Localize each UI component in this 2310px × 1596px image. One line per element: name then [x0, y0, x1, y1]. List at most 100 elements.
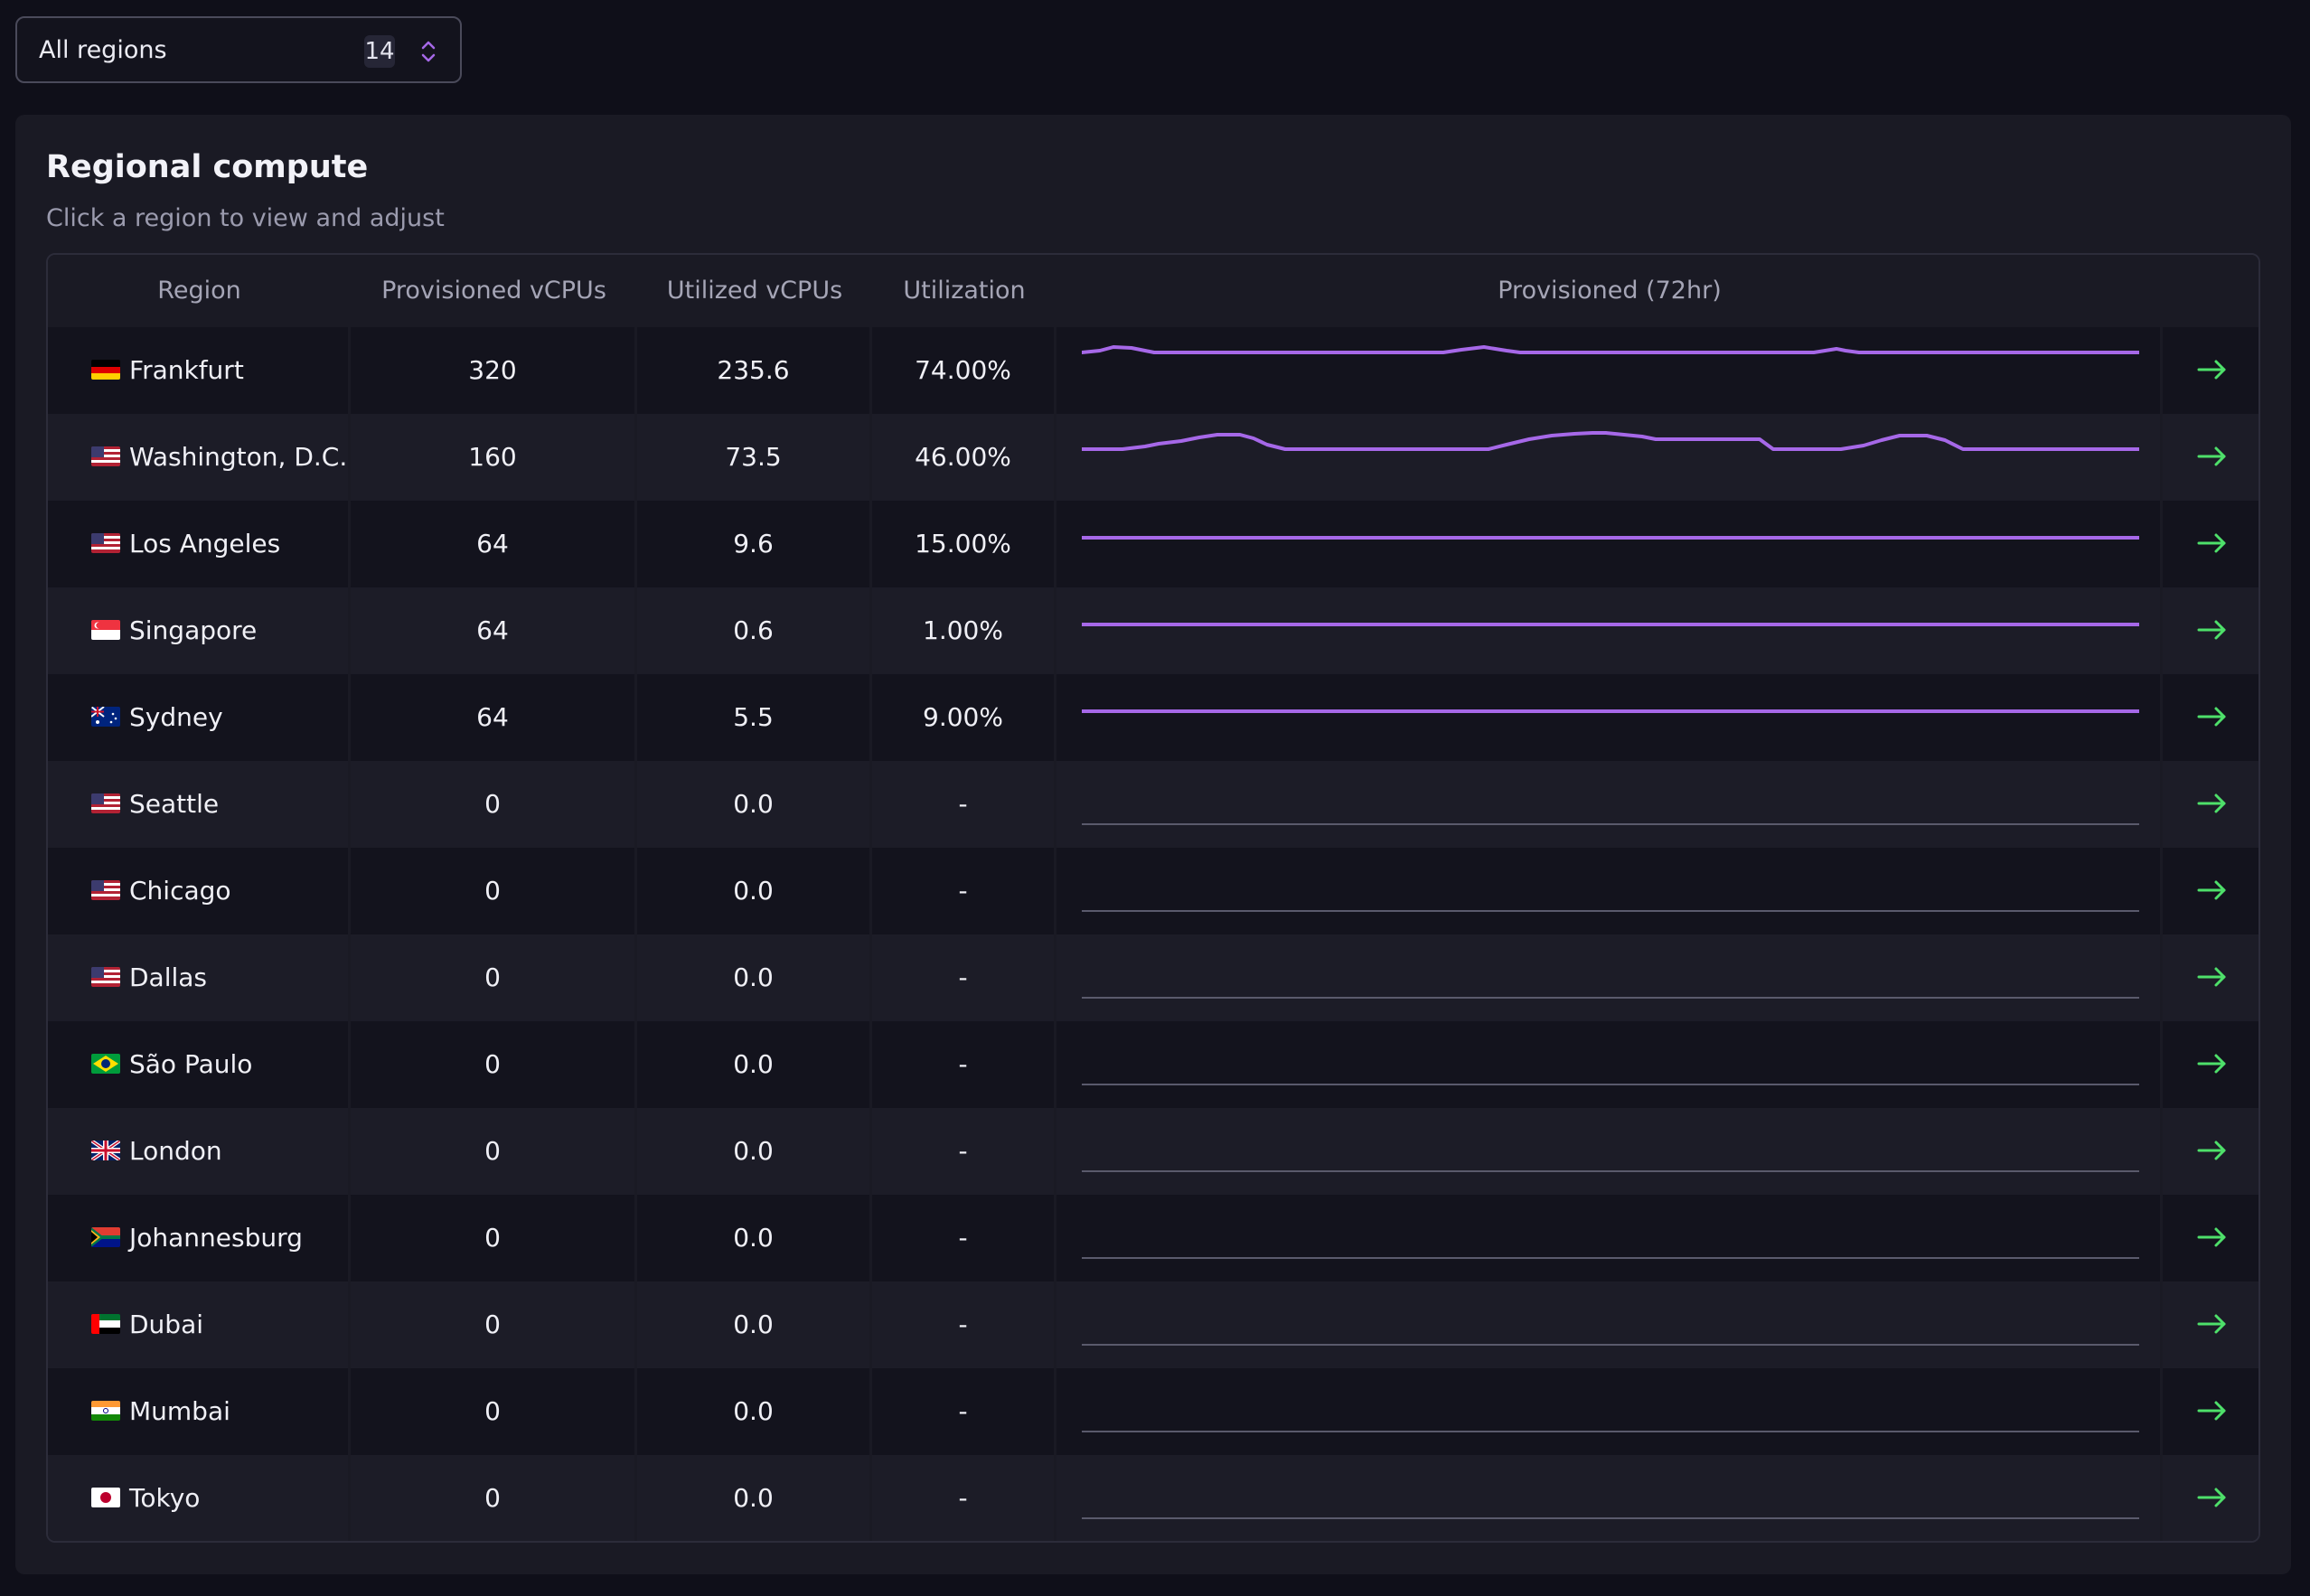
open-region-button[interactable] — [2163, 761, 2258, 848]
provisioned-vcpus: 0 — [351, 1281, 637, 1368]
region-cell: Dallas — [48, 934, 351, 1021]
open-region-button[interactable] — [2163, 934, 2258, 1021]
provisioned-vcpus: 320 — [351, 327, 637, 414]
region-cell: Chicago — [48, 848, 351, 934]
open-region-button[interactable] — [2163, 1281, 2258, 1368]
table-row[interactable]: Tokyo 0 0.0- — [48, 1455, 2258, 1541]
utilized-vcpus: 0.0 — [637, 934, 872, 1021]
arrow-right-icon[interactable] — [2197, 1050, 2228, 1077]
region-cell: London — [48, 1108, 351, 1195]
table-row[interactable]: Chicago 0 0.0- — [48, 848, 2258, 934]
arrow-right-icon[interactable] — [2197, 1397, 2228, 1424]
region-filter-select[interactable]: All regions 14 — [15, 16, 462, 83]
flag-in-icon — [91, 1401, 120, 1421]
flag-jp-icon — [91, 1488, 120, 1507]
open-region-button[interactable] — [2163, 1455, 2258, 1541]
open-region-button[interactable] — [2163, 501, 2258, 587]
flag-us-icon — [91, 967, 120, 987]
utilization-percent: 46.00% — [872, 414, 1056, 501]
utilized-vcpus: 0.0 — [637, 1281, 872, 1368]
header-provisioned: Provisioned vCPUs — [381, 277, 606, 305]
provisioned-sparkline — [1056, 587, 2163, 674]
provisioned-vcpus: 64 — [351, 587, 637, 674]
provisioned-vcpus: 0 — [351, 761, 637, 848]
region-name: São Paulo — [129, 1049, 253, 1079]
utilization-percent: - — [872, 1455, 1056, 1541]
sparkline-path — [1082, 345, 2139, 354]
flag-us-icon — [91, 880, 120, 900]
arrow-right-icon[interactable] — [2197, 1137, 2228, 1164]
open-region-button[interactable] — [2163, 1108, 2258, 1195]
provisioned-sparkline — [1056, 501, 2163, 587]
flag-ae-icon — [91, 1314, 120, 1334]
region-cell: São Paulo — [48, 1021, 351, 1108]
open-region-button[interactable] — [2163, 587, 2258, 674]
utilized-vcpus: 9.6 — [637, 501, 872, 587]
provisioned-sparkline — [1056, 1021, 2163, 1108]
arrow-right-icon[interactable] — [2197, 963, 2228, 990]
table-row[interactable]: Mumbai 0 0.0- — [48, 1368, 2258, 1455]
arrow-right-icon[interactable] — [2197, 1224, 2228, 1251]
region-cell: Seattle — [48, 761, 351, 848]
open-region-button[interactable] — [2163, 327, 2258, 414]
region-name: Washington, D.C. — [129, 442, 348, 472]
provisioned-vcpus: 0 — [351, 1108, 637, 1195]
utilization-percent: - — [872, 934, 1056, 1021]
table-row[interactable]: Singapore 64 0.6 1.00% — [48, 587, 2258, 674]
flag-us-icon — [91, 533, 120, 553]
open-region-button[interactable] — [2163, 674, 2258, 761]
utilized-vcpus: 0.0 — [637, 1195, 872, 1281]
arrow-right-icon[interactable] — [2197, 703, 2228, 730]
open-region-button[interactable] — [2163, 1368, 2258, 1455]
table-row[interactable]: São Paulo 0 0.0- — [48, 1021, 2258, 1108]
arrow-right-icon[interactable] — [2197, 790, 2228, 817]
region-name: Tokyo — [129, 1483, 201, 1513]
table-row[interactable]: Seattle 0 0.0- — [48, 761, 2258, 848]
region-cell: Los Angeles — [48, 501, 351, 587]
region-cell: Sydney — [48, 674, 351, 761]
table-row[interactable]: Los Angeles 64 9.6 15.00% — [48, 501, 2258, 587]
flag-sg-icon — [91, 620, 120, 640]
open-region-button[interactable] — [2163, 1195, 2258, 1281]
region-count-badge: 14 — [364, 35, 395, 68]
provisioned-vcpus: 0 — [351, 1021, 637, 1108]
utilization-percent: 1.00% — [872, 587, 1056, 674]
flag-br-icon — [91, 1054, 120, 1074]
table-row[interactable]: Washington, D.C. 160 73.5 46.00% — [48, 414, 2258, 501]
utilization-percent: - — [872, 761, 1056, 848]
open-region-button[interactable] — [2163, 414, 2258, 501]
region-cell: Washington, D.C. — [48, 414, 351, 501]
provisioned-vcpus: 64 — [351, 674, 637, 761]
flag-za-icon — [91, 1227, 120, 1247]
region-cell: Frankfurt — [48, 327, 351, 414]
provisioned-sparkline — [1056, 327, 2163, 414]
utilized-vcpus: 5.5 — [637, 674, 872, 761]
utilized-vcpus: 0.0 — [637, 848, 872, 934]
provisioned-vcpus: 160 — [351, 414, 637, 501]
utilized-vcpus: 73.5 — [637, 414, 872, 501]
open-region-button[interactable] — [2163, 848, 2258, 934]
table-row[interactable]: Dallas 0 0.0- — [48, 934, 2258, 1021]
arrow-right-icon[interactable] — [2197, 1484, 2228, 1511]
arrow-right-icon[interactable] — [2197, 616, 2228, 643]
arrow-right-icon[interactable] — [2197, 1310, 2228, 1338]
arrow-right-icon[interactable] — [2197, 877, 2228, 904]
arrow-right-icon[interactable] — [2197, 530, 2228, 557]
utilized-vcpus: 0.0 — [637, 761, 872, 848]
provisioned-vcpus: 0 — [351, 1368, 637, 1455]
table-row[interactable]: Sydney 64 5.5 9.00% — [48, 674, 2258, 761]
open-region-button[interactable] — [2163, 1021, 2258, 1108]
provisioned-sparkline — [1056, 1368, 2163, 1455]
panel-title: Regional compute — [46, 149, 369, 185]
region-cell: Johannesburg — [48, 1195, 351, 1281]
arrow-right-icon[interactable] — [2197, 443, 2228, 470]
table-row[interactable]: Dubai 0 0.0- — [48, 1281, 2258, 1368]
arrow-right-icon[interactable] — [2197, 356, 2228, 383]
region-name: Mumbai — [129, 1396, 230, 1426]
table-row[interactable]: London 0 0.0- — [48, 1108, 2258, 1195]
table-row[interactable]: Johannesburg 0 0.0- — [48, 1195, 2258, 1281]
provisioned-vcpus: 0 — [351, 1455, 637, 1541]
table-row[interactable]: Frankfurt 320 235.6 74.00% — [48, 327, 2258, 414]
provisioned-sparkline — [1056, 1455, 2163, 1541]
provisioned-vcpus: 0 — [351, 934, 637, 1021]
